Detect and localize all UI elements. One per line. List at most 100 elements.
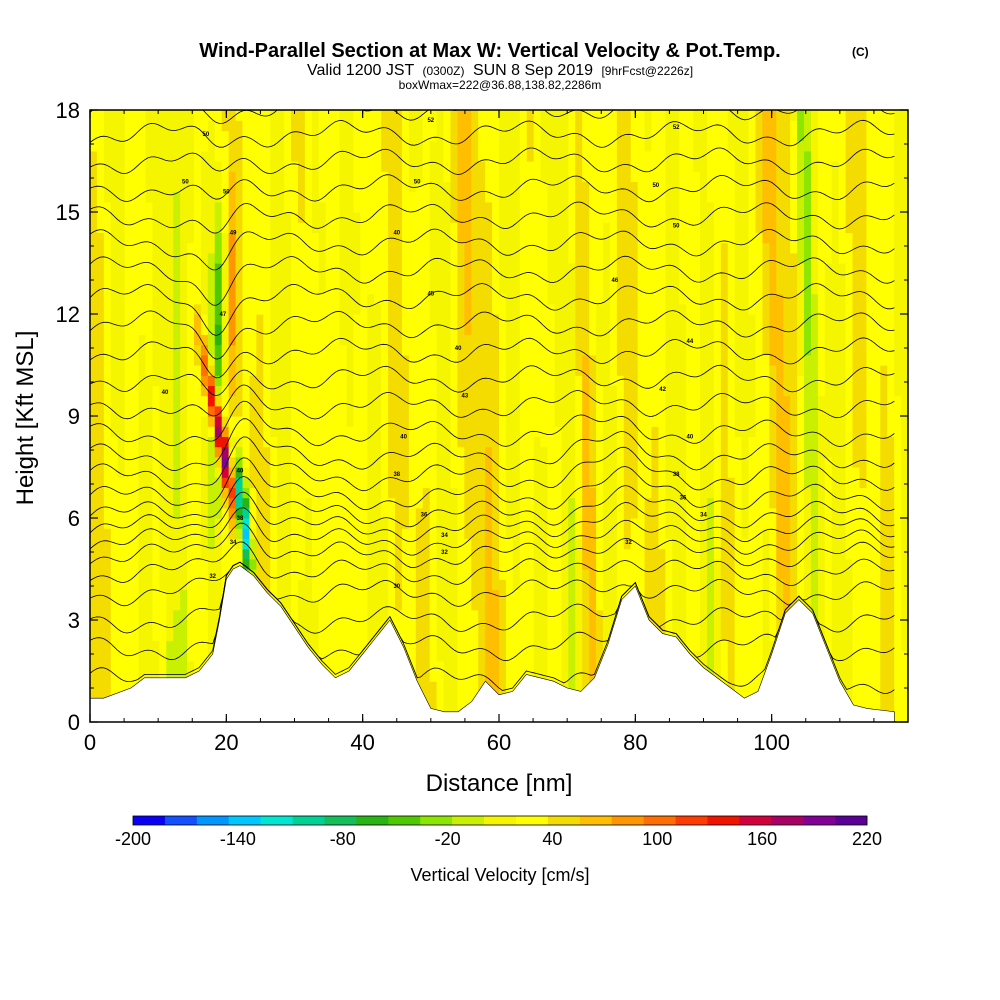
- heatmap-cell: [443, 701, 452, 713]
- heatmap-cell: [193, 599, 202, 611]
- heatmap-cell: [637, 569, 646, 580]
- heatmap-cell: [138, 599, 147, 611]
- heatmap-cell: [242, 467, 251, 478]
- heatmap-cell: [297, 507, 306, 519]
- heatmap-cell: [492, 303, 500, 315]
- heatmap-cell: [533, 252, 542, 264]
- heatmap-cell: [200, 385, 209, 397]
- heatmap-cell: [138, 630, 147, 641]
- heatmap-cell: [630, 365, 639, 376]
- heatmap-cell: [450, 314, 458, 325]
- heatmap-cell: [623, 538, 632, 550]
- heatmap-cell: [325, 344, 334, 356]
- heatmap-cell: [401, 436, 410, 448]
- heatmap-cell: [568, 446, 576, 458]
- heatmap-cell: [187, 385, 195, 397]
- heatmap-cell: [200, 120, 209, 131]
- heatmap-cell: [547, 558, 556, 570]
- heatmap-cell: [193, 110, 202, 121]
- heatmap-cell: [152, 630, 160, 641]
- heatmap-cell: [291, 201, 299, 213]
- heatmap-cell: [152, 671, 160, 682]
- heatmap-cell: [478, 181, 486, 193]
- heatmap-cell: [395, 436, 403, 448]
- heatmap-cell: [318, 334, 327, 346]
- heatmap-cell: [554, 171, 562, 182]
- heatmap-cell: [457, 467, 465, 478]
- heatmap-cell: [318, 640, 327, 652]
- heatmap-cell: [609, 273, 618, 284]
- heatmap-cell: [512, 161, 521, 172]
- heatmap-cell: [512, 640, 521, 652]
- heatmap-cell: [436, 650, 445, 662]
- heatmap-cell: [547, 324, 556, 335]
- heatmap-cell: [235, 487, 244, 499]
- heatmap-cell: [103, 375, 112, 386]
- heatmap-cell: [221, 314, 230, 325]
- heatmap-cell: [228, 130, 237, 142]
- heatmap-cell: [353, 242, 361, 254]
- heatmap-cell: [596, 365, 604, 376]
- heatmap-cell: [450, 640, 458, 652]
- heatmap-cell: [512, 293, 521, 305]
- heatmap-cell: [388, 354, 396, 366]
- heatmap-cell: [284, 477, 292, 488]
- heatmap-cell: [96, 426, 105, 437]
- heatmap-cell: [575, 324, 583, 335]
- heatmap-cell: [436, 620, 445, 631]
- heatmap-cell: [443, 497, 452, 509]
- heatmap-cell: [485, 405, 493, 417]
- heatmap-cell: [388, 416, 396, 427]
- heatmap-cell: [589, 171, 597, 182]
- heatmap-cell: [90, 293, 98, 305]
- heatmap-cell: [367, 497, 375, 509]
- heatmap-cell: [103, 354, 112, 366]
- heatmap-cell: [311, 507, 320, 519]
- heatmap-cell: [568, 283, 576, 295]
- heatmap-cell: [180, 365, 188, 376]
- heatmap-cell: [644, 456, 653, 468]
- heatmap-cell: [173, 507, 181, 519]
- heatmap-cell: [554, 110, 562, 121]
- heatmap-cell: [353, 314, 361, 325]
- heatmap-cell: [242, 242, 251, 254]
- heatmap-cell: [478, 579, 486, 590]
- heatmap-cell: [471, 528, 479, 539]
- heatmap-cell: [540, 191, 549, 203]
- heatmap-cell: [304, 283, 313, 295]
- heatmap-cell: [644, 120, 653, 131]
- heatmap-cell: [124, 181, 133, 193]
- heatmap-cell: [103, 548, 112, 560]
- heatmap-cell: [381, 171, 389, 182]
- chart-subtitle: Valid 1200 JST (0300Z) SUN 8 Sep 2019 [9…: [307, 62, 693, 79]
- heatmap-cell: [131, 120, 140, 131]
- heatmap-cell: [651, 263, 660, 274]
- heatmap-cell: [277, 497, 285, 509]
- heatmap-cell: [589, 446, 597, 458]
- heatmap-cell: [471, 426, 479, 437]
- heatmap-cell: [103, 242, 112, 254]
- heatmap-cell: [505, 497, 514, 509]
- heatmap-cell: [478, 609, 486, 621]
- heatmap-cell: [138, 365, 147, 376]
- heatmap-cell: [609, 365, 618, 376]
- heatmap-cell: [214, 375, 223, 386]
- heatmap-cell: [311, 140, 320, 152]
- heatmap-cell: [533, 467, 542, 478]
- heatmap-cell: [291, 273, 299, 284]
- heatmap-cell: [270, 334, 278, 346]
- heatmap-cell: [180, 140, 188, 152]
- heatmap-cell: [596, 630, 604, 641]
- heatmap-cell: [145, 252, 153, 264]
- heatmap-cell: [152, 416, 160, 427]
- heatmap-cell: [554, 497, 562, 509]
- heatmap-cell: [263, 497, 271, 509]
- heatmap-cell: [249, 161, 257, 172]
- heatmap-cell: [207, 344, 216, 356]
- heatmap-cell: [443, 110, 452, 121]
- heatmap-cell: [499, 446, 507, 458]
- heatmap-cell: [214, 609, 223, 621]
- heatmap-cell: [540, 303, 549, 315]
- heatmap-cell: [311, 293, 320, 305]
- heatmap-cell: [180, 252, 188, 264]
